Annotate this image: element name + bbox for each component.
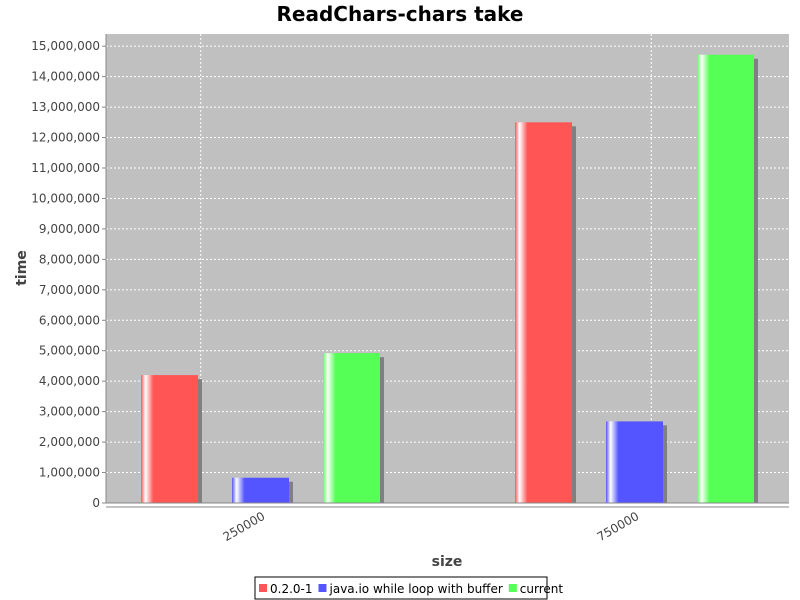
legend-label: current <box>520 582 564 596</box>
y-tick-label: 15,000,000 <box>31 39 100 53</box>
y-axis: 0 1,000,000 2,000,000 3,000,000 4,000,000 5,0… <box>31 34 107 510</box>
chart-title: ReadChars-chars take <box>277 2 524 26</box>
y-tick-label: 3,000,000 <box>39 405 100 419</box>
y-tick-label: 2,000,000 <box>39 435 100 449</box>
legend-swatch <box>259 584 267 592</box>
legend-box <box>254 576 548 600</box>
bar-0-2-0-1-750000 <box>515 122 572 504</box>
y-tick-label: 4,000,000 <box>39 374 100 388</box>
y-tick-label: 5,000,000 <box>39 344 100 358</box>
y-tick-label: 7,000,000 <box>39 283 100 297</box>
bar-0-2-0-1-250000 <box>141 375 198 503</box>
plot-area <box>106 34 789 503</box>
y-tick-label: 8,000,000 <box>39 252 100 266</box>
x-tick-label: 250000 <box>221 509 268 544</box>
y-tick-label: 13,000,000 <box>31 100 100 114</box>
y-tick-label: 14,000,000 <box>31 70 100 84</box>
x-tick-label: 750000 <box>595 509 642 544</box>
bar-layer <box>141 54 758 504</box>
bar-current-750000 <box>697 54 754 503</box>
grid-layer <box>106 34 789 503</box>
y-tick-label: 1,000,000 <box>39 466 100 480</box>
y-tick-label: 11,000,000 <box>31 161 100 175</box>
legend-swatch <box>318 584 327 592</box>
bar-current-250000 <box>323 353 380 503</box>
x-axis: 250000 750000 <box>106 502 789 544</box>
x-axis-label: size <box>432 554 463 570</box>
legend-swatch <box>508 584 517 592</box>
legend-label: 0.2.0-1 <box>270 582 313 596</box>
legend-label: java.io while loop with buffer <box>329 582 503 596</box>
y-tick-label: 9,000,000 <box>39 222 100 236</box>
y-tick-label: 10,000,000 <box>31 191 100 205</box>
bar-java-io-while-loop-with-buffer-750000 <box>606 421 663 503</box>
y-tick-label: 0 <box>92 496 100 510</box>
y-axis-label: time <box>14 250 30 286</box>
y-tick-label: 6,000,000 <box>39 313 100 327</box>
legend: 0.2.0-1 java.io while loop with buffer cur… <box>254 576 564 600</box>
bar-java-io-while-loop-with-buffer-250000 <box>232 477 289 503</box>
y-tick-label: 12,000,000 <box>31 131 100 145</box>
